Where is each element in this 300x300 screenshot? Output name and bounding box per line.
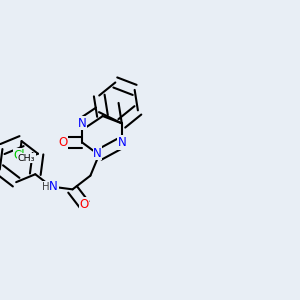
Text: N: N: [117, 136, 126, 149]
Text: O: O: [80, 198, 89, 211]
Text: O: O: [58, 136, 68, 149]
Text: H: H: [42, 182, 50, 192]
Text: N: N: [78, 117, 87, 130]
Text: Cl: Cl: [14, 149, 26, 162]
Text: N: N: [93, 147, 102, 160]
Text: CH₃: CH₃: [18, 154, 35, 163]
Text: N: N: [50, 180, 58, 193]
